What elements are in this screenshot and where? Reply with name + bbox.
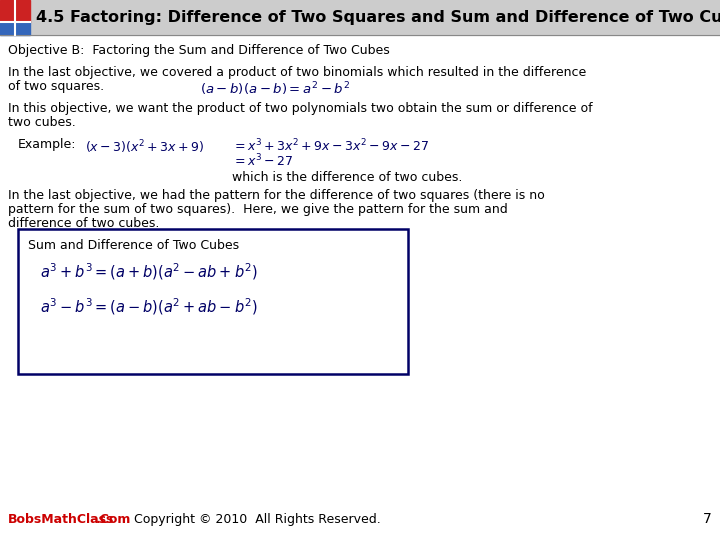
Text: Objective B:  Factoring the Sum and Difference of Two Cubes: Objective B: Factoring the Sum and Diffe… <box>8 44 390 57</box>
Text: $= x^3 + 3x^2 + 9x - 3x^2 - 9x - 27$: $= x^3 + 3x^2 + 9x - 3x^2 - 9x - 27$ <box>232 138 429 154</box>
Text: of two squares.: of two squares. <box>8 80 104 93</box>
Text: two cubes.: two cubes. <box>8 116 76 129</box>
Text: In this objective, we want the product of two polynomials two obtain the sum or : In this objective, we want the product o… <box>8 102 593 115</box>
Text: In the last objective, we had the pattern for the difference of two squares (the: In the last objective, we had the patter… <box>8 189 545 202</box>
Text: Sum and Difference of Two Cubes: Sum and Difference of Two Cubes <box>28 239 239 252</box>
Bar <box>0 0 720 35</box>
Text: In the last objective, we covered a product of two binomials which resulted in t: In the last objective, we covered a prod… <box>8 66 586 79</box>
Text: $(x-3)(x^2+3x+9)$: $(x-3)(x^2+3x+9)$ <box>85 138 204 156</box>
Text: 7: 7 <box>703 512 712 526</box>
Bar <box>0 22 30 35</box>
Text: 4.5 Factoring: Difference of Two Squares and Sum and Difference of Two Cubes: 4.5 Factoring: Difference of Two Squares… <box>36 10 720 25</box>
Text: difference of two cubes.: difference of two cubes. <box>8 217 159 230</box>
Text: which is the difference of two cubes.: which is the difference of two cubes. <box>232 171 462 184</box>
Text: $a^3-b^3 = (a-b)(a^2+ab-b^2)$: $a^3-b^3 = (a-b)(a^2+ab-b^2)$ <box>40 296 258 316</box>
Bar <box>0 0 30 22</box>
Text: Copyright © 2010  All Rights Reserved.: Copyright © 2010 All Rights Reserved. <box>130 513 381 526</box>
Text: Example:: Example: <box>18 138 76 151</box>
Text: $= x^3 - 27$: $= x^3 - 27$ <box>232 153 294 170</box>
Text: $(a-b)(a-b) = a^2-b^2$: $(a-b)(a-b) = a^2-b^2$ <box>200 80 350 98</box>
FancyBboxPatch shape <box>18 229 408 374</box>
Text: $a^3+b^3 = (a+b)(a^2-ab+b^2)$: $a^3+b^3 = (a+b)(a^2-ab+b^2)$ <box>40 261 258 282</box>
Text: pattern for the sum of two squares).  Here, we give the pattern for the sum and: pattern for the sum of two squares). Her… <box>8 203 508 216</box>
Text: BobsMathClass: BobsMathClass <box>8 513 114 526</box>
Text: .Com: .Com <box>96 513 131 526</box>
